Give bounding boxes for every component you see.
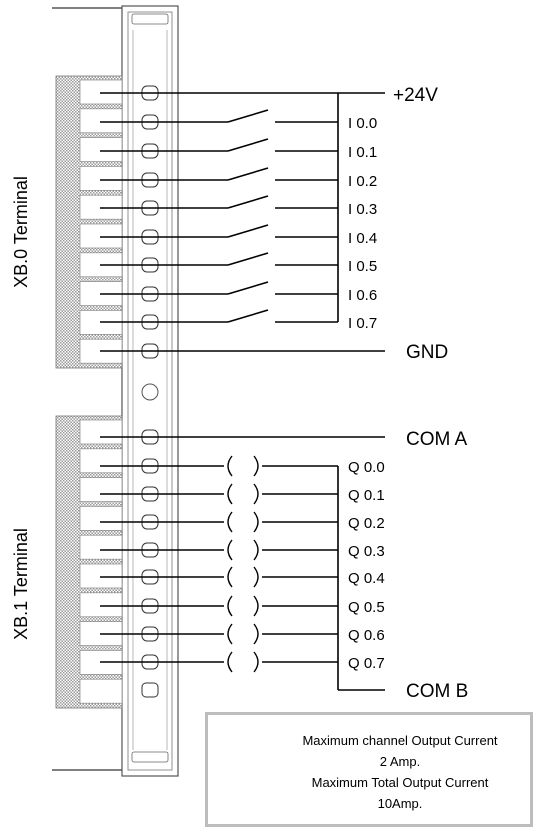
gnd-label: GND (406, 342, 448, 363)
terminal-slot (79, 506, 123, 531)
terminal-slot (79, 592, 123, 618)
warning-line-3: Maximum Total Output Current (311, 775, 489, 790)
output-label: Q 0.5 (348, 599, 385, 616)
com-b-label: COM B (406, 681, 468, 702)
input-label: I 0.5 (348, 258, 377, 275)
output-coil-left (227, 511, 233, 533)
output-label: Q 0.4 (348, 570, 385, 587)
supply-24v-label: +24V (393, 85, 438, 106)
warning-line-1: Maximum channel Output Current (302, 733, 498, 748)
xb0-terminal-block (55, 75, 123, 369)
input-label: I 0.6 (348, 287, 377, 304)
input-switch-blade (227, 109, 269, 123)
terminal-slot (79, 678, 123, 704)
output-label: Q 0.6 (348, 627, 385, 644)
wiring (100, 92, 385, 691)
terminal-slot (79, 419, 123, 445)
output-coil-left (227, 651, 233, 673)
output-label: Q 0.2 (348, 515, 385, 532)
input-switch-blade (227, 281, 269, 295)
terminal-slot (79, 137, 123, 162)
output-coil-right (253, 483, 259, 505)
input-label: I 0.7 (348, 315, 377, 332)
output-coil-right (253, 623, 259, 645)
input-label: I 0.4 (348, 230, 377, 247)
xb0-terminal-title: XB.0 Terminal (11, 176, 31, 288)
input-switch-blade (227, 167, 269, 181)
xb1-terminal-title: XB.1 Terminal (11, 528, 31, 640)
input-label: I 0.0 (348, 115, 377, 132)
input-switch-blade (227, 138, 269, 152)
output-coil-left (227, 566, 233, 588)
output-coil-right (253, 651, 259, 673)
terminal-slot (79, 477, 123, 502)
warning-box (205, 712, 533, 827)
warning-text: Maximum channel Output Current 2 Amp. Ma… (267, 730, 533, 814)
warning-line-4: 10Amp. (377, 796, 423, 811)
output-coil-left (227, 623, 233, 645)
output-coil-right (253, 455, 259, 477)
input-switch-blade (227, 309, 269, 323)
output-label: Q 0.0 (348, 459, 385, 476)
xb1-terminal-block (55, 415, 123, 709)
output-coil-left (227, 595, 233, 617)
terminal-slot (79, 223, 123, 249)
terminal-slot (79, 79, 123, 105)
output-coil-left (227, 539, 233, 561)
input-switch-blade (227, 224, 269, 238)
terminal-slot (79, 448, 123, 474)
output-coil-right (253, 511, 259, 533)
com-a-label: COM A (406, 429, 468, 450)
output-label: Q 0.7 (348, 655, 385, 672)
terminal-slot (79, 108, 123, 134)
screw-com-b (141, 682, 159, 698)
output-label: Q 0.1 (348, 487, 385, 504)
terminal-slot (79, 563, 123, 589)
input-switch-blade (227, 195, 269, 209)
input-switch-blade (227, 252, 269, 266)
output-coil-left (227, 455, 233, 477)
terminal-slot (79, 534, 123, 560)
terminal-slot (79, 166, 123, 191)
input-label: I 0.2 (348, 173, 377, 190)
output-coil-right (253, 595, 259, 617)
input-label: I 0.1 (348, 144, 377, 161)
warning-line-2: 2 Amp. (379, 754, 421, 769)
output-coil-left (227, 483, 233, 505)
output-coil-right (253, 539, 259, 561)
output-coil-right (253, 566, 259, 588)
output-label: Q 0.3 (348, 543, 385, 560)
input-label: I 0.3 (348, 201, 377, 218)
spare-hole (141, 383, 159, 401)
